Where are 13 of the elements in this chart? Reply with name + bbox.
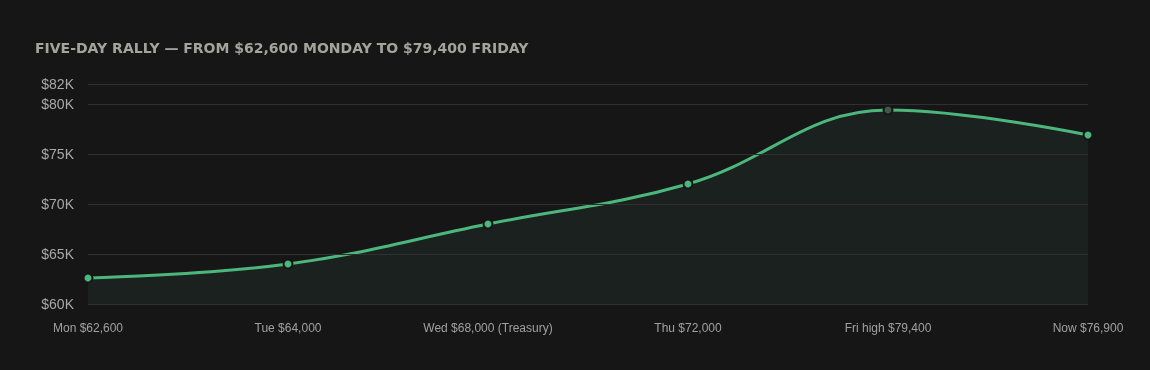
y-tick-label: $60K bbox=[41, 296, 75, 312]
y-tick-label: $65K bbox=[41, 246, 75, 262]
x-tick-label: Now $76,900 bbox=[1052, 321, 1124, 335]
x-tick-label: Mon $62,600 bbox=[52, 321, 124, 335]
y-tick-label: $80K bbox=[41, 96, 75, 112]
y-tick-label: $75K bbox=[41, 146, 75, 162]
x-tick-label: Tue $64,000 bbox=[254, 321, 322, 335]
y-tick-label: $70K bbox=[41, 196, 75, 212]
x-tick-label: Thu $72,000 bbox=[654, 321, 723, 335]
x-tick-label: Wed $68,000 (Treasury) bbox=[423, 321, 553, 335]
x-tick-label: Fri high $79,400 bbox=[844, 321, 932, 335]
y-tick-label: $82K bbox=[41, 76, 75, 92]
chart-title: FIVE-DAY RALLY — FROM $62,600 MONDAY TO $79,400 FRIDAY bbox=[35, 40, 530, 56]
